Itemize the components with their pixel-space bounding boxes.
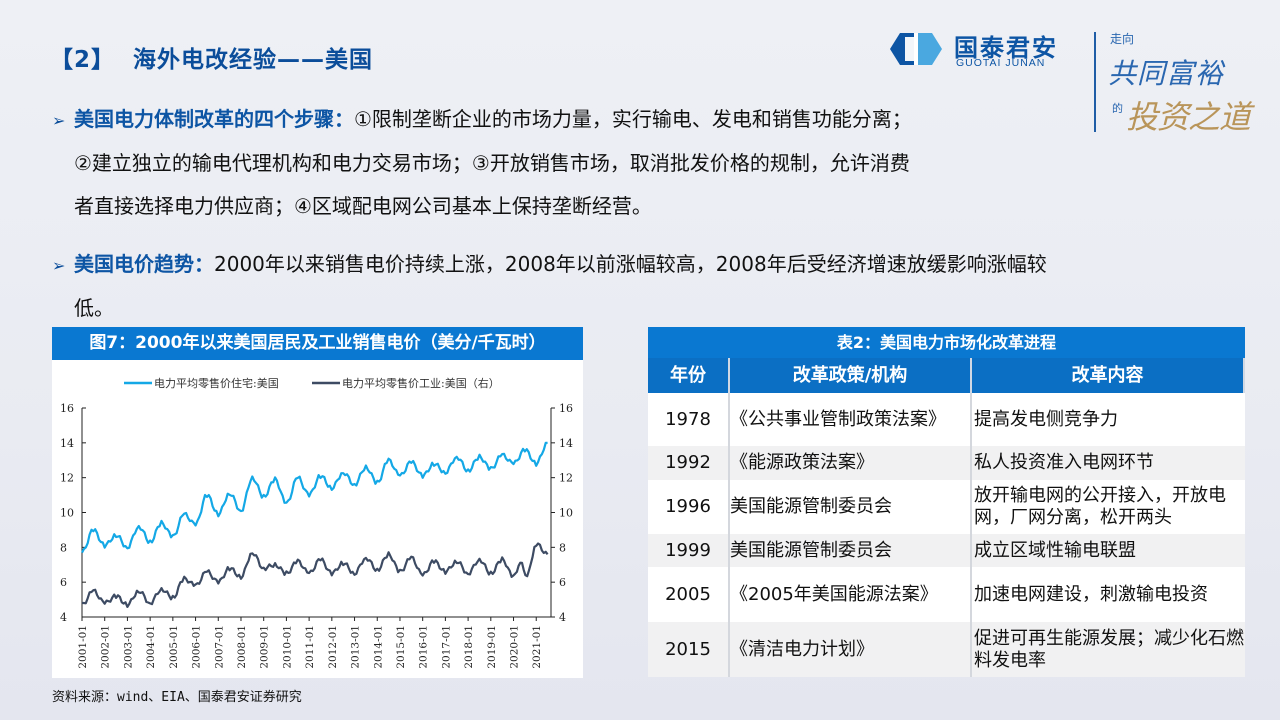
- y-tick-label-left: 12: [60, 472, 74, 485]
- y-tick-label-left: 6: [60, 576, 67, 589]
- column-header-content: 改革内容: [972, 358, 1245, 393]
- y-tick-label-right: 14: [559, 437, 573, 450]
- table-cell-policy: 《能源政策法案》: [730, 446, 972, 480]
- x-tick-label: 2012-01: [327, 625, 339, 669]
- y-tick-label-right: 6: [559, 576, 566, 589]
- company-logo: 国泰君安 GUOTAI JUNAN 走向 共同富裕 的 投资之道: [888, 28, 1258, 138]
- x-tick-label: 2017-01: [440, 625, 452, 669]
- chart-panel: 图7：2000年以来美国居民及工业销售电价（美分/千瓦时） 电力平均零售价住宅:…: [52, 327, 583, 678]
- table-cell-content: 成立区域性输电联盟: [972, 534, 1245, 567]
- bullet-text: 2000年以来销售电价持续上涨，2008年以前涨幅较高，2008年后受经济增速放…: [214, 252, 1047, 276]
- y-tick-label-left: 10: [60, 507, 74, 520]
- table-cell-policy: 《公共事业管制政策法案》: [730, 393, 972, 446]
- legend-label-industrial: 电力平均零售价工业:美国（右）: [342, 376, 500, 390]
- table-grid: 年份 改革政策/机构 改革内容 1978 《公共事业管制政策法案》 提高发电侧竞争力…: [648, 358, 1245, 677]
- slogan-line-4: 投资之道: [1126, 98, 1251, 136]
- logo-name-cn: 国泰君安: [954, 34, 1058, 62]
- slogan-line-3: 的: [1112, 102, 1123, 115]
- column-header-policy: 改革政策/机构: [730, 358, 972, 393]
- guotai-junan-emblem-icon: [890, 33, 942, 65]
- arrow-bullet-icon: ➢: [52, 256, 66, 275]
- table-cell-content: 促进可再生能源发展；减少化石燃料发电率: [972, 622, 1245, 677]
- x-tick-label: 2019-01: [486, 625, 498, 669]
- logo-name-en: GUOTAI JUNAN: [956, 57, 1046, 69]
- bullet-lead: 美国电力体制改革的四个步骤：: [74, 107, 354, 131]
- chart-source: 资料来源：wind、EIA、国泰君安证券研究: [52, 690, 302, 705]
- column-header-year: 年份: [648, 358, 730, 393]
- x-tick-label: 2001-01: [77, 625, 89, 669]
- x-tick-label: 2021-01: [531, 625, 543, 669]
- x-tick-label: 2018-01: [463, 625, 475, 669]
- x-tick-label: 2004-01: [145, 625, 157, 669]
- table-cell-policy: 《2005年美国能源法案》: [730, 567, 972, 622]
- logo-divider: [1094, 32, 1096, 132]
- x-tick-label: 2015-01: [395, 625, 407, 669]
- bullet-text: ②建立独立的输电代理机构和电力交易市场；③开放销售市场，取消批发价格的规制，允许…: [74, 151, 910, 175]
- table-cell-year: 1996: [648, 480, 730, 534]
- bullet-text: 者直接选择电力供应商；④区域配电网公司基本上保持垄断经营。: [74, 194, 652, 218]
- x-tick-label: 2010-01: [281, 625, 293, 669]
- slogan-line-2: 共同富裕: [1108, 57, 1225, 90]
- chart-heading: 图7：2000年以来美国居民及工业销售电价（美分/千瓦时）: [52, 327, 583, 360]
- table-cell-policy: 《清洁电力计划》: [730, 622, 972, 677]
- y-tick-label-left: 14: [60, 437, 74, 450]
- x-tick-label: 2009-01: [259, 625, 271, 669]
- table-cell-year: 1978: [648, 393, 730, 446]
- table-cell-content: 提高发电侧竞争力: [972, 393, 1245, 446]
- arrow-bullet-icon: ➢: [52, 111, 66, 130]
- slogan-line-1: 走向: [1110, 32, 1135, 46]
- bullet-text: ①限制垄断企业的市场力量，实行输电、发电和销售功能分离；: [354, 107, 912, 131]
- bullet-price-trend: ➢ 美国电价趋势：2000年以来销售电价持续上涨，2008年以前涨幅较高，2008…: [52, 243, 1047, 330]
- table-title: 表2：美国电力市场化改革进程: [648, 327, 1245, 358]
- section-number: 【2】: [50, 47, 116, 73]
- table-cell-content: 私人投资准入电网环节: [972, 446, 1245, 480]
- y-tick-label-right: 8: [559, 541, 566, 554]
- title-text: 海外电改经验——美国: [133, 47, 374, 73]
- y-tick-label-left: 4: [60, 611, 67, 624]
- reform-table: 表2：美国电力市场化改革进程 年份 改革政策/机构 改革内容 1978 《公共事业…: [648, 327, 1245, 677]
- bullet-lead: 美国电价趋势：: [74, 252, 214, 276]
- table-cell-year: 2015: [648, 622, 730, 677]
- x-tick-label: 2006-01: [191, 625, 203, 669]
- series-residential-line: [81, 441, 548, 554]
- table-cell-policy: 美国能源管制委员会: [730, 480, 972, 534]
- y-tick-label-right: 16: [559, 402, 573, 415]
- x-tick-label: 2007-01: [213, 625, 225, 669]
- table-cell-year: 1999: [648, 534, 730, 567]
- line-chart: 电力平均零售价住宅:美国 电力平均零售价工业:美国（右） 4 4 6 6 8 8 10 10 12 1…: [60, 376, 573, 669]
- y-tick-label-right: 10: [559, 507, 573, 520]
- y-tick-label-right: 12: [559, 472, 573, 485]
- table-cell-policy: 美国能源管制委员会: [730, 534, 972, 567]
- x-tick-label: 2016-01: [418, 625, 430, 669]
- x-tick-label: 2002-01: [100, 625, 112, 669]
- x-tick-label: 2014-01: [372, 625, 384, 669]
- bullet-text: 低。: [74, 296, 114, 320]
- table-cell-content: 加速电网建设，刺激输电投资: [972, 567, 1245, 622]
- page-title: 【2】 海外电改经验——美国: [50, 40, 373, 74]
- x-tick-label: 2005-01: [168, 625, 180, 669]
- table-cell-content: 放开输电网的公开接入，开放电网，厂网分离，松开两头: [972, 480, 1245, 534]
- chart-legend: 电力平均零售价住宅:美国 电力平均零售价工业:美国（右）: [124, 376, 500, 390]
- table-cell-year: 1992: [648, 446, 730, 480]
- table-cell-year: 2005: [648, 567, 730, 622]
- x-tick-label: 2020-01: [509, 625, 521, 669]
- x-tick-label: 2008-01: [236, 625, 248, 669]
- legend-label-residential: 电力平均零售价住宅:美国: [154, 376, 279, 390]
- x-tick-label: 2011-01: [304, 625, 316, 669]
- series-industrial-line: [82, 542, 549, 608]
- x-tick-label: 2013-01: [350, 625, 362, 669]
- y-tick-label-left: 16: [60, 402, 74, 415]
- y-tick-label-left: 8: [60, 541, 67, 554]
- y-tick-label-right: 4: [559, 611, 566, 624]
- bullet-reform-steps: ➢ 美国电力体制改革的四个步骤：①限制垄断企业的市场力量，实行输电、发电和销售功能…: [52, 98, 912, 228]
- x-tick-label: 2003-01: [122, 625, 134, 669]
